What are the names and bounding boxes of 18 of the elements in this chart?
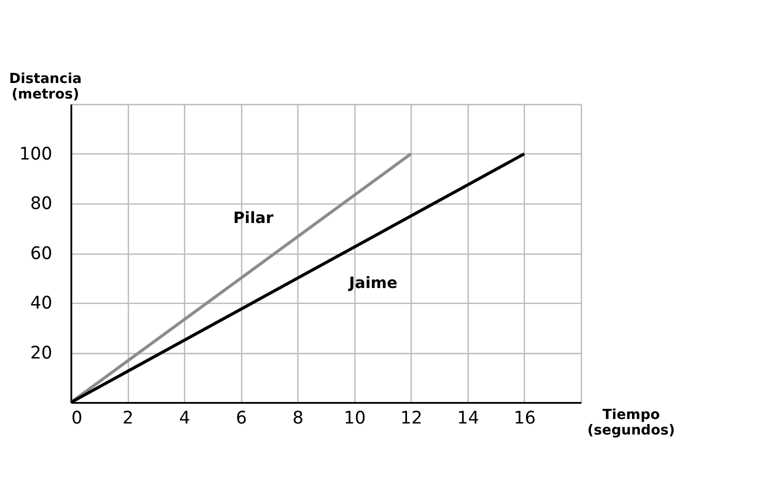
series-label: Jaime bbox=[348, 274, 398, 292]
x-tick-label: 8 bbox=[292, 408, 304, 429]
y-tick-label: 40 bbox=[30, 294, 52, 314]
x-tick-label: 0 bbox=[71, 408, 82, 429]
y-tick-label: 20 bbox=[30, 343, 52, 364]
y-axis-title: Distancia (metros) bbox=[9, 70, 82, 103]
x-tick-label: 6 bbox=[236, 408, 247, 429]
y-tick-label: 100 bbox=[19, 144, 52, 164]
x-tick-label: 12 bbox=[400, 408, 422, 429]
y-tick-label: 80 bbox=[30, 194, 52, 214]
x-tick-label: 14 bbox=[457, 408, 480, 429]
x-tick-label: 2 bbox=[122, 408, 134, 429]
x-tick-label: 4 bbox=[179, 408, 190, 429]
x-axis-title: Tiempo (segundos) bbox=[587, 406, 675, 438]
x-tick-label: 10 bbox=[344, 408, 366, 429]
y-tick-label: 60 bbox=[30, 244, 52, 264]
series-label: Pilar bbox=[233, 209, 274, 228]
x-tick-label: 16 bbox=[514, 408, 536, 429]
